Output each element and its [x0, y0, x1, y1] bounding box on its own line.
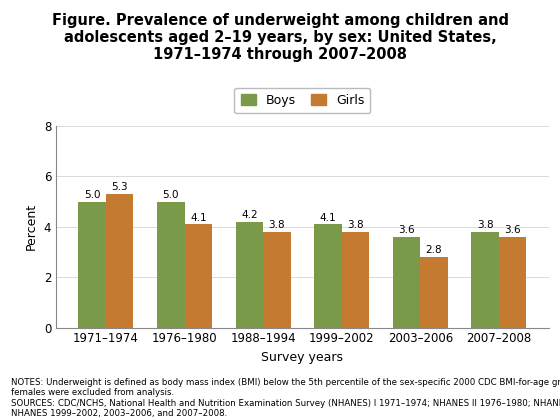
Text: 4.1: 4.1 — [190, 213, 207, 223]
Bar — [393, 237, 421, 328]
Bar — [236, 222, 263, 328]
Text: 5.3: 5.3 — [111, 182, 128, 192]
Bar — [421, 257, 448, 328]
Text: 3.8: 3.8 — [269, 220, 285, 230]
Bar — [314, 224, 342, 328]
Text: 2.8: 2.8 — [426, 245, 442, 255]
Bar — [263, 232, 291, 328]
Legend: Boys, Girls: Boys, Girls — [235, 88, 370, 113]
Text: 4.1: 4.1 — [320, 213, 336, 223]
Text: 3.8: 3.8 — [347, 220, 364, 230]
Text: 3.8: 3.8 — [477, 220, 493, 230]
Y-axis label: Percent: Percent — [25, 203, 38, 250]
Bar — [106, 194, 133, 328]
X-axis label: Survey years: Survey years — [262, 351, 343, 364]
Text: 3.6: 3.6 — [398, 225, 415, 235]
Text: 3.6: 3.6 — [505, 225, 521, 235]
Text: 4.2: 4.2 — [241, 210, 258, 220]
Bar — [78, 202, 106, 328]
Bar — [184, 224, 212, 328]
Text: NOTES: Underweight is defined as body mass index (BMI) below the 5th percentile : NOTES: Underweight is defined as body ma… — [11, 378, 560, 418]
Text: 5.0: 5.0 — [84, 190, 100, 200]
Bar — [342, 232, 369, 328]
Text: 5.0: 5.0 — [162, 190, 179, 200]
Bar — [157, 202, 184, 328]
Bar — [472, 232, 499, 328]
Text: Figure. Prevalence of underweight among children and
adolescents aged 2–19 years: Figure. Prevalence of underweight among … — [52, 13, 508, 63]
Bar — [499, 237, 526, 328]
